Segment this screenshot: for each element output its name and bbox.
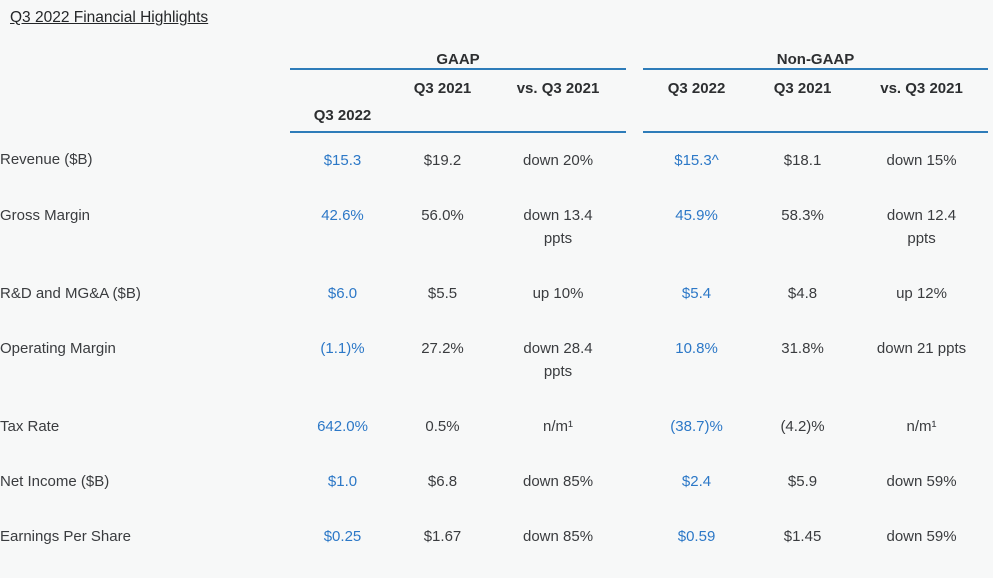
column-spacer: [626, 321, 643, 399]
metric-value: $5.5: [427, 285, 458, 302]
column-header-nongaap-q3-2021: Q3 2021: [750, 69, 856, 133]
column-header-nongaap-q3-2022: Q3 2022: [643, 69, 751, 133]
metric-value: 58.3%: [781, 207, 824, 224]
row-label: Operating Margin: [0, 340, 116, 357]
column-header-row: Q3 2022 Q3 2021 vs. Q3 2021 Q3 2022 Q3 2…: [0, 69, 989, 133]
metric-value: down 20%: [522, 152, 594, 169]
metric-value: $4.8: [787, 285, 818, 302]
metric-value: n/m¹: [543, 418, 574, 435]
metric-value: $1.45: [783, 528, 822, 545]
metric-value: down 59%: [886, 473, 957, 490]
metric-value: $6.8: [427, 473, 458, 490]
metric-value: 642.0%: [317, 418, 368, 435]
page-title: Q3 2022 Financial Highlights: [10, 9, 209, 26]
column-spacer: [626, 188, 643, 266]
column-spacer: [626, 509, 643, 564]
row-label: Tax Rate: [0, 418, 60, 435]
column-spacer: [626, 51, 643, 69]
metric-value: 31.8%: [781, 340, 824, 357]
table-row-tax-rate: Tax Rate 642.0% 0.5% n/m¹ (38.7)% (4.2)%…: [0, 399, 988, 454]
metric-value: $5.4: [681, 285, 712, 302]
row-label: R&D and MG&A ($B): [0, 285, 141, 302]
metric-value: $1.0: [327, 473, 358, 490]
metric-value: 10.8%: [675, 340, 718, 357]
metric-value: $15.3: [323, 152, 362, 169]
metric-value: $0.25: [323, 528, 362, 545]
metric-value: $18.1: [783, 152, 822, 169]
metric-value: $6.0: [327, 285, 358, 302]
metric-value: down 15%: [886, 152, 957, 169]
metric-value: 42.6%: [321, 207, 364, 224]
table-row-earnings-per-share: Earnings Per Share $0.25 $1.67 down 85% …: [0, 509, 988, 564]
metric-value: $15.3^: [674, 152, 719, 169]
column-header-nongaap-vs-q3-2021: vs. Q3 2021: [855, 69, 989, 133]
metric-value: 0.5%: [425, 418, 460, 435]
group-header-spacer: [0, 51, 290, 69]
metric-value: $2.4: [681, 473, 712, 490]
group-header-gaap: GAAP: [290, 51, 627, 70]
metric-value: down 59%: [886, 528, 957, 545]
metric-value: (1.1)%: [320, 340, 365, 357]
metric-value: down 85%: [522, 473, 594, 490]
column-spacer: [626, 399, 643, 454]
row-label: Gross Margin: [0, 207, 91, 224]
column-spacer: [626, 69, 643, 132]
group-header-non-gaap: Non-GAAP: [643, 51, 989, 70]
metric-value: 27.2%: [421, 340, 464, 357]
row-label: Earnings Per Share: [0, 528, 131, 545]
column-spacer: [626, 132, 643, 188]
column-header-gaap-vs-q3-2021: vs. Q3 2021: [490, 69, 627, 133]
column-header-spacer: [0, 69, 290, 132]
metric-value: up 10%: [532, 285, 584, 302]
metric-value: $0.59: [677, 528, 716, 545]
column-header-gaap-q3-2022: Q3 2022: [290, 69, 395, 133]
metric-value: $1.67: [423, 528, 462, 545]
metric-value: up 12%: [896, 285, 947, 302]
column-header-gaap-q3-2021: Q3 2021: [395, 69, 490, 133]
column-spacer: [626, 266, 643, 321]
group-header-row: GAAP Non-GAAP: [0, 51, 989, 70]
row-label: Revenue ($B): [0, 151, 93, 168]
table-row-net-income: Net Income ($B) $1.0 $6.8 down 85% $2.4 …: [0, 454, 988, 509]
metric-value: (4.2)%: [780, 418, 825, 435]
metric-value: down 21 ppts: [876, 340, 967, 357]
metric-value: down 13.4 ppts: [523, 207, 593, 247]
metric-value: $19.2: [423, 152, 462, 169]
metric-value: 45.9%: [675, 207, 718, 224]
table-row-operating-margin: Operating Margin (1.1)% 27.2% down 28.4 …: [0, 321, 988, 399]
metric-value: n/m¹: [906, 418, 937, 435]
metric-value: $5.9: [787, 473, 818, 490]
financial-highlights-table: GAAP Non-GAAP Q3 2022 Q3 2021 vs. Q3 202…: [0, 51, 989, 564]
metric-value: 56.0%: [421, 207, 464, 224]
table-row-gross-margin: Gross Margin 42.6% 56.0% down 13.4 ppts …: [0, 188, 988, 266]
metric-value: down 12.4 ppts: [886, 207, 957, 247]
metric-value: down 28.4 ppts: [523, 340, 593, 380]
column-spacer: [626, 454, 643, 509]
row-label: Net Income ($B): [0, 473, 110, 490]
table-row-rd-mga: R&D and MG&A ($B) $6.0 $5.5 up 10% $5.4 …: [0, 266, 988, 321]
metric-value: down 85%: [522, 528, 594, 545]
metric-value: (38.7)%: [670, 418, 723, 435]
table-row-revenue: Revenue ($B) $15.3 $19.2 down 20% $15.3^…: [0, 132, 988, 188]
